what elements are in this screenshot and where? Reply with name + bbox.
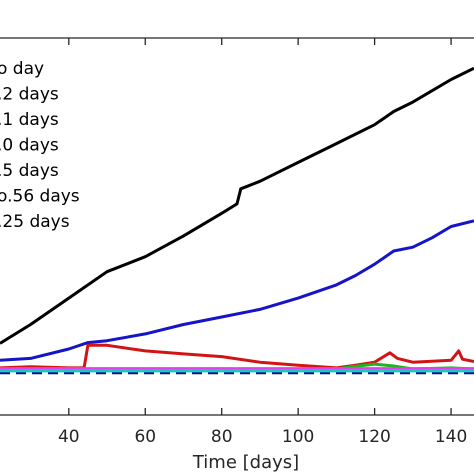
- x-tick-label: 40: [58, 427, 80, 447]
- x-tick-label: 140: [435, 427, 467, 447]
- legend-entry-label: .2 days: [0, 85, 59, 105]
- series-line-3: [0, 343, 474, 370]
- x-tick-label: 80: [211, 427, 233, 447]
- series-line-2: [0, 219, 474, 362]
- x-axis-title: Time [days]: [192, 452, 299, 473]
- x-tick-label: 100: [282, 427, 314, 447]
- legend-entry-label: o day: [0, 59, 44, 79]
- legend-entry-label: o.56 days: [0, 187, 80, 207]
- legend-entry-label: .25 days: [0, 212, 70, 232]
- x-tick-layer: 40 60 80 100 120 140: [58, 38, 467, 447]
- x-tick-label: 120: [358, 427, 390, 447]
- legend-entry-label: .5 days: [0, 161, 59, 181]
- legend-entry-label: .0 days: [0, 136, 59, 156]
- axis-layer: [0, 37, 474, 416]
- series-layer: [0, 66, 474, 375]
- legend: o day .2 days .1 days .0 days .5 days o.56 da…: [0, 59, 80, 232]
- x-tick-label: 60: [134, 427, 156, 447]
- legend-entry-label: .1 days: [0, 110, 59, 130]
- series-line-1: [0, 66, 474, 345]
